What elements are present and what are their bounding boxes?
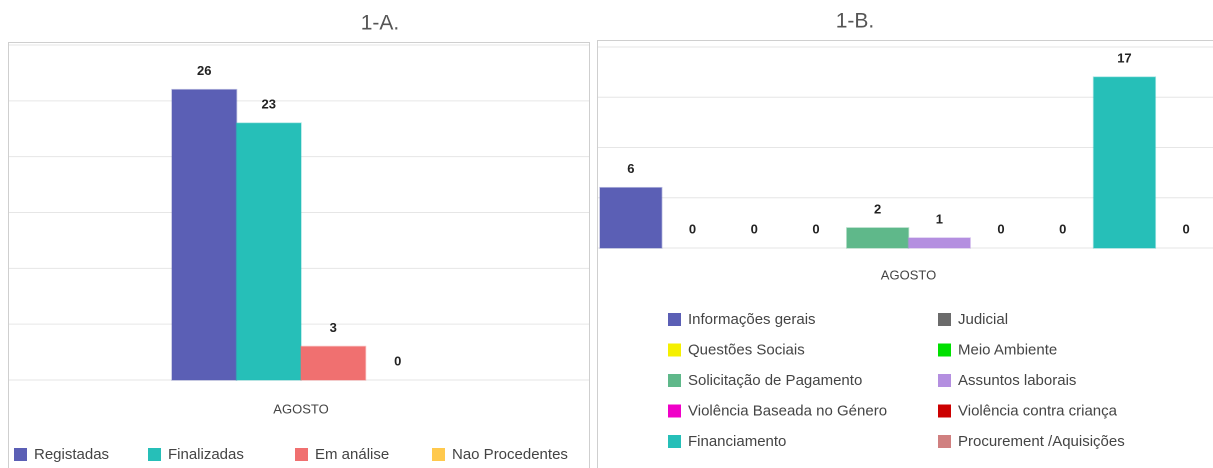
legend-swatch xyxy=(14,448,27,461)
legend-swatch xyxy=(938,374,951,387)
data-label: 23 xyxy=(262,97,276,112)
data-label: 0 xyxy=(997,221,1004,236)
legend-swatch xyxy=(668,374,681,387)
bar xyxy=(1092,76,1157,249)
data-label: 2 xyxy=(874,201,881,216)
data-label: 0 xyxy=(812,221,819,236)
legend-swatch xyxy=(295,448,308,461)
legend-swatch xyxy=(938,404,951,418)
legend-label: Judicial xyxy=(958,311,1008,328)
legend-label: Finalizadas xyxy=(168,446,244,463)
bar xyxy=(171,88,238,381)
legend-label: Registadas xyxy=(34,446,109,463)
legend-swatch xyxy=(938,313,951,326)
x-tick-label: AGOSTO xyxy=(881,267,936,282)
data-label: 0 xyxy=(1059,221,1066,236)
data-label: 0 xyxy=(1183,221,1190,236)
data-label: 0 xyxy=(689,221,696,236)
legend-label: Solicitação de Pagamento xyxy=(688,372,862,389)
legend-swatch xyxy=(432,448,445,461)
bar xyxy=(846,227,910,249)
data-label: 26 xyxy=(197,63,211,78)
data-label: 6 xyxy=(627,161,634,176)
legend-swatch xyxy=(938,435,951,448)
legend-swatch xyxy=(668,343,681,357)
legend-label: Violência contra criança xyxy=(958,402,1118,419)
x-tick-label: AGOSTO xyxy=(273,401,328,416)
legend-label: Informações gerais xyxy=(688,311,816,328)
chart-title: 1-B. xyxy=(836,10,875,33)
legend-label: Violência Baseada no Género xyxy=(688,402,887,419)
bar xyxy=(599,186,663,249)
legend-label: Questões Sociais xyxy=(688,341,805,358)
legend-swatch xyxy=(668,404,681,418)
legend-label: Em análise xyxy=(315,446,389,463)
legend-label: Procurement /Aquisições xyxy=(958,433,1125,450)
legend-label: Meio Ambiente xyxy=(958,341,1057,358)
bar xyxy=(235,122,302,381)
chart-title: 1-A. xyxy=(361,12,400,35)
legend-swatch xyxy=(668,313,681,326)
data-label: 0 xyxy=(751,221,758,236)
legend-swatch xyxy=(148,448,161,461)
data-label: 0 xyxy=(394,353,401,368)
legend-label: Financiamento xyxy=(688,433,786,450)
data-label: 17 xyxy=(1117,51,1131,66)
bar xyxy=(907,237,971,249)
data-label: 1 xyxy=(936,211,943,226)
data-label: 3 xyxy=(330,320,337,335)
legend-swatch xyxy=(668,435,681,448)
legend-swatch xyxy=(938,343,951,357)
legend-label: Nao Procedentes xyxy=(452,446,568,463)
bar xyxy=(300,345,367,381)
legend-label: Assuntos laborais xyxy=(958,372,1076,389)
